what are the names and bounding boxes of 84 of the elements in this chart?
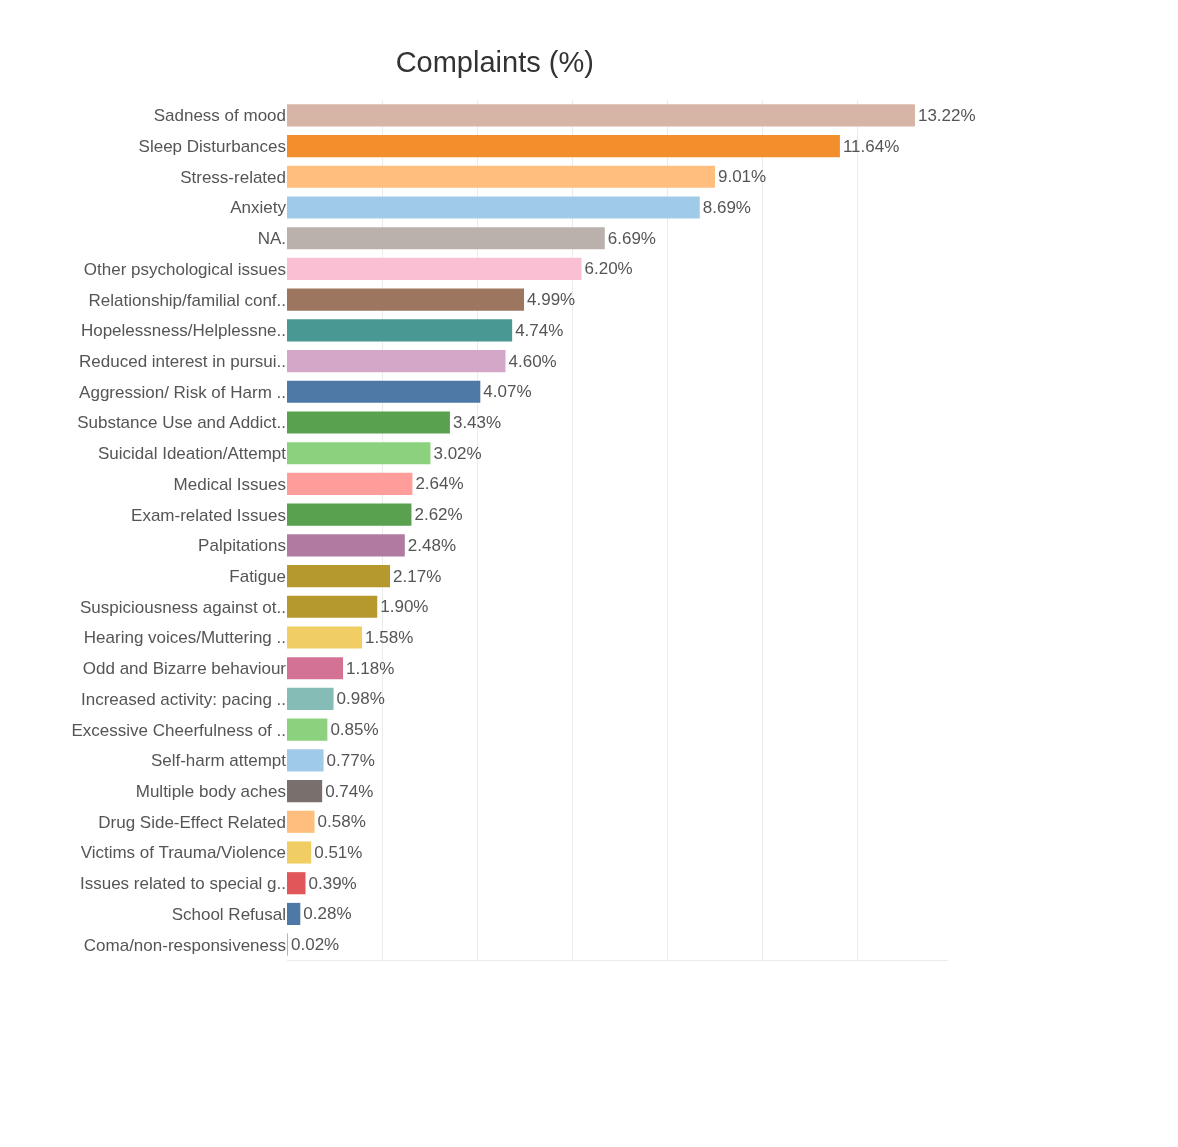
data-label: 0.74% bbox=[325, 781, 374, 801]
data-label: 1.18% bbox=[346, 658, 395, 678]
bar bbox=[287, 749, 324, 772]
y-tick-label: Issues related to special g.. bbox=[79, 874, 286, 894]
bar bbox=[287, 380, 481, 403]
bar bbox=[287, 442, 431, 465]
bar bbox=[287, 626, 363, 649]
y-tick-label: Hopelessness/Helplessne.. bbox=[80, 321, 286, 341]
data-label: 1.58% bbox=[365, 628, 414, 647]
data-label: 11.64% bbox=[842, 136, 900, 156]
bar bbox=[287, 657, 344, 680]
y-tick-label: Hearing voices/Muttering .. bbox=[83, 628, 286, 648]
data-label: 2.62% bbox=[414, 505, 463, 525]
data-label: 0.39% bbox=[308, 873, 357, 893]
data-label: 0.98% bbox=[336, 689, 385, 709]
bar bbox=[287, 565, 391, 588]
y-tick-label: Increased activity: pacing .. bbox=[80, 689, 286, 709]
data-label: 13.22% bbox=[917, 105, 976, 125]
data-label: 2.64% bbox=[415, 474, 464, 494]
y-tick-label: Victims of Trauma/Violence bbox=[80, 843, 286, 863]
y-tick-label: Palpitations bbox=[198, 536, 286, 556]
bar bbox=[287, 687, 334, 710]
bar bbox=[287, 810, 315, 833]
y-tick-label: Excessive Cheerfulness of .. bbox=[71, 720, 286, 740]
bar bbox=[287, 718, 328, 741]
y-tick-label: Sleep Disturbances bbox=[138, 137, 286, 157]
bar bbox=[287, 902, 301, 925]
y-tick-label: Coma/non-responsiveness bbox=[83, 935, 286, 955]
data-label: 9.01% bbox=[717, 167, 767, 187]
bar bbox=[287, 472, 413, 495]
y-tick-label: Drug Side-Effect Related bbox=[98, 812, 286, 832]
data-label: 4.74% bbox=[515, 320, 564, 340]
data-label: 0.02% bbox=[291, 935, 340, 955]
y-tick-label: Relationship/familial conf.. bbox=[88, 290, 286, 310]
y-tick-label: Reduced interest in pursui.. bbox=[79, 352, 286, 372]
bar bbox=[287, 227, 605, 250]
bar bbox=[287, 503, 412, 526]
data-label: 3.43% bbox=[452, 413, 502, 432]
y-tick-label: Anxiety bbox=[230, 198, 287, 218]
bar bbox=[287, 872, 306, 895]
data-label: 6.69% bbox=[607, 228, 656, 248]
y-tick-label: Suspiciousness against ot.. bbox=[79, 597, 286, 617]
data-label: 0.77% bbox=[326, 750, 375, 770]
bar bbox=[287, 319, 513, 342]
data-label: 8.69% bbox=[702, 198, 751, 217]
data-label: 0.85% bbox=[330, 720, 379, 740]
bar bbox=[287, 135, 840, 158]
data-label: 2.17% bbox=[393, 566, 442, 586]
y-tick-label: Sadness of mood bbox=[153, 106, 286, 126]
y-tick-label: Fatigue bbox=[229, 567, 286, 587]
y-tick-label: Suicidal Ideation/Attempt bbox=[97, 444, 287, 464]
data-label: 4.60% bbox=[508, 351, 557, 371]
y-tick-label: Self-harm attempt bbox=[150, 751, 287, 771]
bar bbox=[287, 104, 915, 127]
bar bbox=[287, 288, 525, 311]
y-tick-label: Exam-related Issues bbox=[131, 505, 286, 525]
data-label: 2.48% bbox=[407, 535, 456, 555]
bar bbox=[287, 595, 378, 618]
chart-title: Complaints (%) bbox=[395, 45, 594, 78]
y-tick-label: Medical Issues bbox=[173, 474, 286, 494]
data-label: 4.99% bbox=[527, 290, 576, 310]
data-label: 6.20% bbox=[584, 259, 633, 279]
y-tick-label: Substance Use and Addict.. bbox=[77, 413, 286, 433]
bar bbox=[287, 780, 323, 803]
bar bbox=[287, 196, 700, 219]
data-label: 0.51% bbox=[314, 843, 363, 862]
data-label: 4.07% bbox=[483, 382, 532, 402]
bar bbox=[287, 534, 405, 557]
y-tick-label: Odd and Bizarre behaviour bbox=[82, 659, 287, 679]
data-label: 1.90% bbox=[380, 597, 429, 617]
bar bbox=[287, 257, 582, 280]
data-label: 3.02% bbox=[433, 443, 482, 463]
y-tick-label: Other psychological issues bbox=[83, 259, 286, 279]
bar bbox=[287, 411, 450, 434]
data-label: 0.58% bbox=[317, 812, 366, 832]
y-tick-label: Multiple body aches bbox=[135, 782, 286, 802]
y-tick-label: NA. bbox=[257, 229, 286, 249]
y-tick-label: Stress-related bbox=[180, 167, 286, 187]
bar bbox=[287, 841, 312, 864]
data-label: 0.28% bbox=[303, 904, 352, 924]
y-tick-label: School Refusal bbox=[171, 904, 286, 924]
bar bbox=[287, 165, 715, 188]
y-tick-label: Aggression/ Risk of Harm .. bbox=[79, 382, 286, 402]
bar bbox=[287, 350, 506, 373]
